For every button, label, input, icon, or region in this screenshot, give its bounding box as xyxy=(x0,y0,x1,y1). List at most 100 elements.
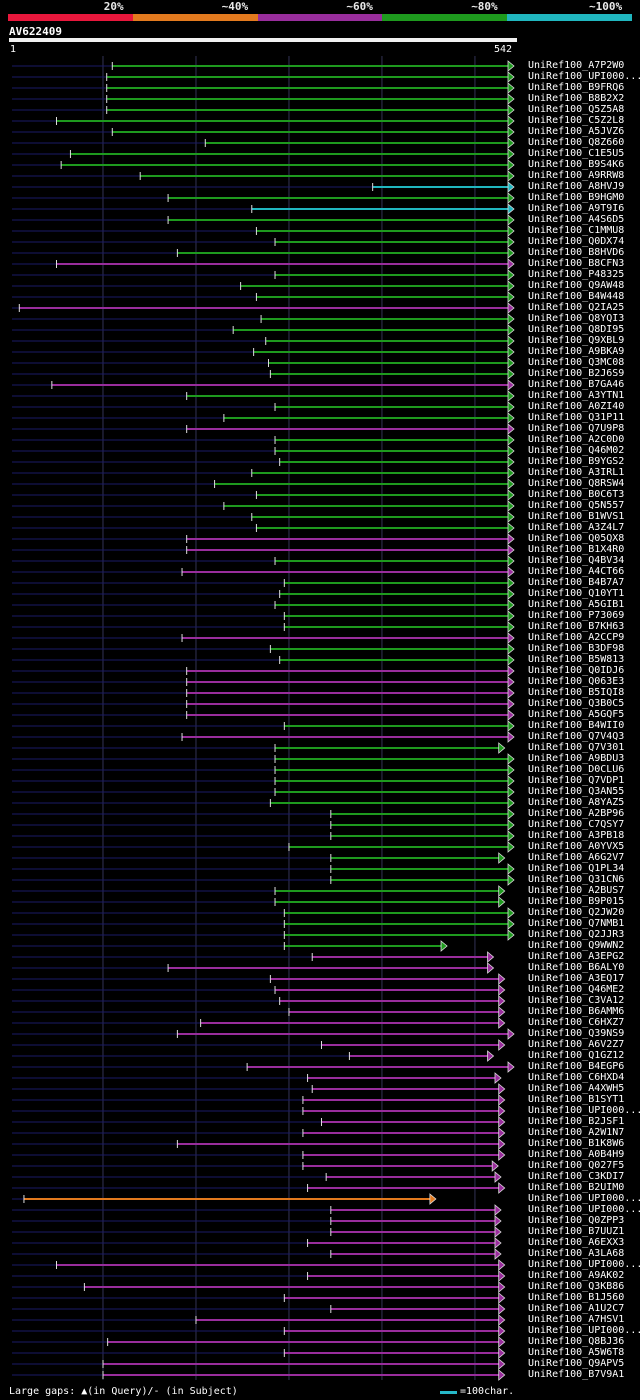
hit-label[interactable]: UniRef100_Q31P11 xyxy=(528,412,625,423)
hit-label[interactable]: UniRef100_Q7V4Q3 xyxy=(528,731,625,742)
hit-label[interactable]: UniRef100_B1K8W6 xyxy=(528,1138,625,1149)
hit-label[interactable]: UniRef100_Q8YQI3 xyxy=(528,313,625,324)
hit-label[interactable]: UniRef100_Q3MC08 xyxy=(528,357,625,368)
hit-label[interactable]: UniRef100_Q8DI95 xyxy=(528,324,625,335)
hit-label[interactable]: UniRef100_Q3B0C5 xyxy=(528,698,625,709)
hit-label[interactable]: UniRef100_C1MMU8 xyxy=(528,225,625,236)
hit-label[interactable]: UniRef100_B2JSF1 xyxy=(528,1116,625,1127)
hit-label[interactable]: UniRef100_C6HXZ7 xyxy=(528,1017,625,1028)
hit-label[interactable]: UniRef100_A3Z4L7 xyxy=(528,522,625,533)
hit-label[interactable]: UniRef100_A9BDU3 xyxy=(528,753,625,764)
hit-label[interactable]: UniRef100_B7V9A1 xyxy=(528,1369,625,1380)
hit-label[interactable]: UniRef100_B4B7A7 xyxy=(528,577,625,588)
hit-label[interactable]: UniRef100_Q46ME2 xyxy=(528,984,625,995)
hit-label[interactable]: UniRef100_Q9AW48 xyxy=(528,280,625,291)
hit-label[interactable]: UniRef100_B7UUZ1 xyxy=(528,1226,625,1237)
hit-label[interactable]: UniRef100_B2UIM0 xyxy=(528,1182,625,1193)
hit-label[interactable]: UniRef100_UPI000... xyxy=(528,1325,640,1336)
hit-label[interactable]: UniRef100_B4W448 xyxy=(528,291,625,302)
hit-label[interactable]: UniRef100_C3KDI7 xyxy=(528,1171,625,1182)
hit-label[interactable]: UniRef100_A2BUS7 xyxy=(528,885,625,896)
hit-label[interactable]: UniRef100_C1E5U5 xyxy=(528,148,625,159)
hit-label[interactable]: UniRef100_A7P2W0 xyxy=(528,60,625,71)
hit-label[interactable]: UniRef100_B7GA46 xyxy=(528,379,625,390)
hit-label[interactable]: UniRef100_Q2JJR3 xyxy=(528,929,625,940)
hit-label[interactable]: UniRef100_A6V2Z7 xyxy=(528,1039,625,1050)
hit-label[interactable]: UniRef100_B9YGS2 xyxy=(528,456,625,467)
hit-label[interactable]: UniRef100_Q9XBL9 xyxy=(528,335,625,346)
hit-label[interactable]: UniRef100_Q2IA25 xyxy=(528,302,625,313)
hit-label[interactable]: UniRef100_Q31CN6 xyxy=(528,874,625,885)
hit-label[interactable]: UniRef100_B5IQI8 xyxy=(528,687,625,698)
hit-label[interactable]: UniRef100_A3YTN1 xyxy=(528,390,625,401)
hit-label[interactable]: UniRef100_Q9APV5 xyxy=(528,1358,625,1369)
hit-label[interactable]: UniRef100_A9T9I6 xyxy=(528,203,625,214)
hit-label[interactable]: UniRef100_A6EXX3 xyxy=(528,1237,625,1248)
hit-label[interactable]: UniRef100_UPI000... xyxy=(528,1204,640,1215)
hit-label[interactable]: UniRef100_Q5Z5A8 xyxy=(528,104,625,115)
hit-label[interactable]: UniRef100_A1U2C7 xyxy=(528,1303,625,1314)
hit-label[interactable]: UniRef100_A0YVX5 xyxy=(528,841,625,852)
hit-label[interactable]: UniRef100_B8B2X2 xyxy=(528,93,625,104)
hit-label[interactable]: UniRef100_A9AK02 xyxy=(528,1270,625,1281)
hit-label[interactable]: UniRef100_A3EPG2 xyxy=(528,951,625,962)
hit-label[interactable]: UniRef100_Q4BV34 xyxy=(528,555,625,566)
hit-label[interactable]: UniRef100_Q027F5 xyxy=(528,1160,625,1171)
hit-label[interactable]: UniRef100_A6G2V7 xyxy=(528,852,625,863)
hit-label[interactable]: UniRef100_B1X4R0 xyxy=(528,544,625,555)
hit-label[interactable]: UniRef100_A2W1N7 xyxy=(528,1127,625,1138)
hit-label[interactable]: UniRef100_Q7V301 xyxy=(528,742,625,753)
hit-label[interactable]: UniRef100_D0CLU6 xyxy=(528,764,625,775)
hit-label[interactable]: UniRef100_A0ZI40 xyxy=(528,401,625,412)
hit-label[interactable]: UniRef100_UPI000... xyxy=(528,1193,640,1204)
hit-label[interactable]: UniRef100_A3PB18 xyxy=(528,830,625,841)
hit-label[interactable]: UniRef100_P73069 xyxy=(528,610,625,621)
hit-label[interactable]: UniRef100_C5Z2L8 xyxy=(528,115,625,126)
hit-label[interactable]: UniRef100_Q8BJ36 xyxy=(528,1336,625,1347)
hit-label[interactable]: UniRef100_B5W813 xyxy=(528,654,625,665)
hit-label[interactable]: UniRef100_Q0IDJ6 xyxy=(528,665,625,676)
hit-label[interactable]: UniRef100_Q3KB86 xyxy=(528,1281,625,1292)
hit-label[interactable]: UniRef100_Q9WWN2 xyxy=(528,940,625,951)
hit-label[interactable]: UniRef100_A5W6T8 xyxy=(528,1347,625,1358)
hit-label[interactable]: UniRef100_Q1GZ12 xyxy=(528,1050,625,1061)
hit-label[interactable]: UniRef100_A3LA68 xyxy=(528,1248,625,1259)
hit-label[interactable]: UniRef100_B9P015 xyxy=(528,896,625,907)
hit-label[interactable]: UniRef100_C3VA12 xyxy=(528,995,625,1006)
hit-label[interactable]: UniRef100_A2BP96 xyxy=(528,808,625,819)
hit-label[interactable]: UniRef100_Q7NMB1 xyxy=(528,918,625,929)
hit-label[interactable]: UniRef100_A9BKA9 xyxy=(528,346,625,357)
hit-label[interactable]: UniRef100_A2CCP9 xyxy=(528,632,625,643)
hit-label[interactable]: UniRef100_A4CT66 xyxy=(528,566,625,577)
hit-label[interactable]: UniRef100_B6ALY0 xyxy=(528,962,625,973)
hit-label[interactable]: UniRef100_Q10YT1 xyxy=(528,588,625,599)
hit-label[interactable]: UniRef100_Q0DX74 xyxy=(528,236,625,247)
hit-label[interactable]: UniRef100_A5JVZ6 xyxy=(528,126,625,137)
hit-label[interactable]: UniRef100_B0C6T3 xyxy=(528,489,625,500)
hit-label[interactable]: UniRef100_A0B4H9 xyxy=(528,1149,625,1160)
hit-label[interactable]: UniRef100_B2J6S9 xyxy=(528,368,625,379)
hit-label[interactable]: UniRef100_Q2JW20 xyxy=(528,907,625,918)
hit-label[interactable]: UniRef100_Q39NS9 xyxy=(528,1028,625,1039)
hit-label[interactable]: UniRef100_Q3AN55 xyxy=(528,786,625,797)
hit-label[interactable]: UniRef100_Q8RSW4 xyxy=(528,478,625,489)
hit-label[interactable]: UniRef100_B7KH63 xyxy=(528,621,625,632)
hit-label[interactable]: UniRef100_Q5N557 xyxy=(528,500,625,511)
hit-label[interactable]: UniRef100_B1J560 xyxy=(528,1292,625,1303)
hit-label[interactable]: UniRef100_A9RRW8 xyxy=(528,170,625,181)
hit-label[interactable]: UniRef100_A2C0D0 xyxy=(528,434,625,445)
hit-label[interactable]: UniRef100_B9HGM0 xyxy=(528,192,625,203)
hit-label[interactable]: UniRef100_B1WVS1 xyxy=(528,511,625,522)
hit-label[interactable]: UniRef100_Q8Z660 xyxy=(528,137,625,148)
hit-label[interactable]: UniRef100_Q7U9P8 xyxy=(528,423,625,434)
hit-label[interactable]: UniRef100_B8HVD6 xyxy=(528,247,625,258)
hit-label[interactable]: UniRef100_UPI000... xyxy=(528,1259,640,1270)
hit-label[interactable]: UniRef100_A5GQF5 xyxy=(528,709,625,720)
hit-label[interactable]: UniRef100_P48325 xyxy=(528,269,625,280)
hit-label[interactable]: UniRef100_A4XWH5 xyxy=(528,1083,625,1094)
hit-label[interactable]: UniRef100_C6HXD4 xyxy=(528,1072,625,1083)
hit-label[interactable]: UniRef100_B4EGP6 xyxy=(528,1061,625,1072)
hit-label[interactable]: UniRef100_Q1PL34 xyxy=(528,863,625,874)
hit-label[interactable]: UniRef100_Q46M02 xyxy=(528,445,625,456)
hit-label[interactable]: UniRef100_Q05QX8 xyxy=(528,533,625,544)
